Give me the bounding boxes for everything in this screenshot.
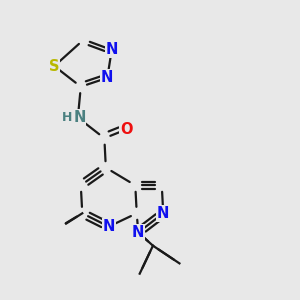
Text: S: S (49, 58, 60, 74)
Text: H: H (61, 111, 72, 124)
Text: N: N (132, 225, 144, 240)
Text: O: O (120, 122, 133, 137)
Text: N: N (73, 110, 86, 125)
Text: N: N (101, 70, 113, 86)
Text: N: N (157, 206, 170, 221)
Text: N: N (106, 42, 118, 57)
Text: N: N (103, 219, 115, 234)
